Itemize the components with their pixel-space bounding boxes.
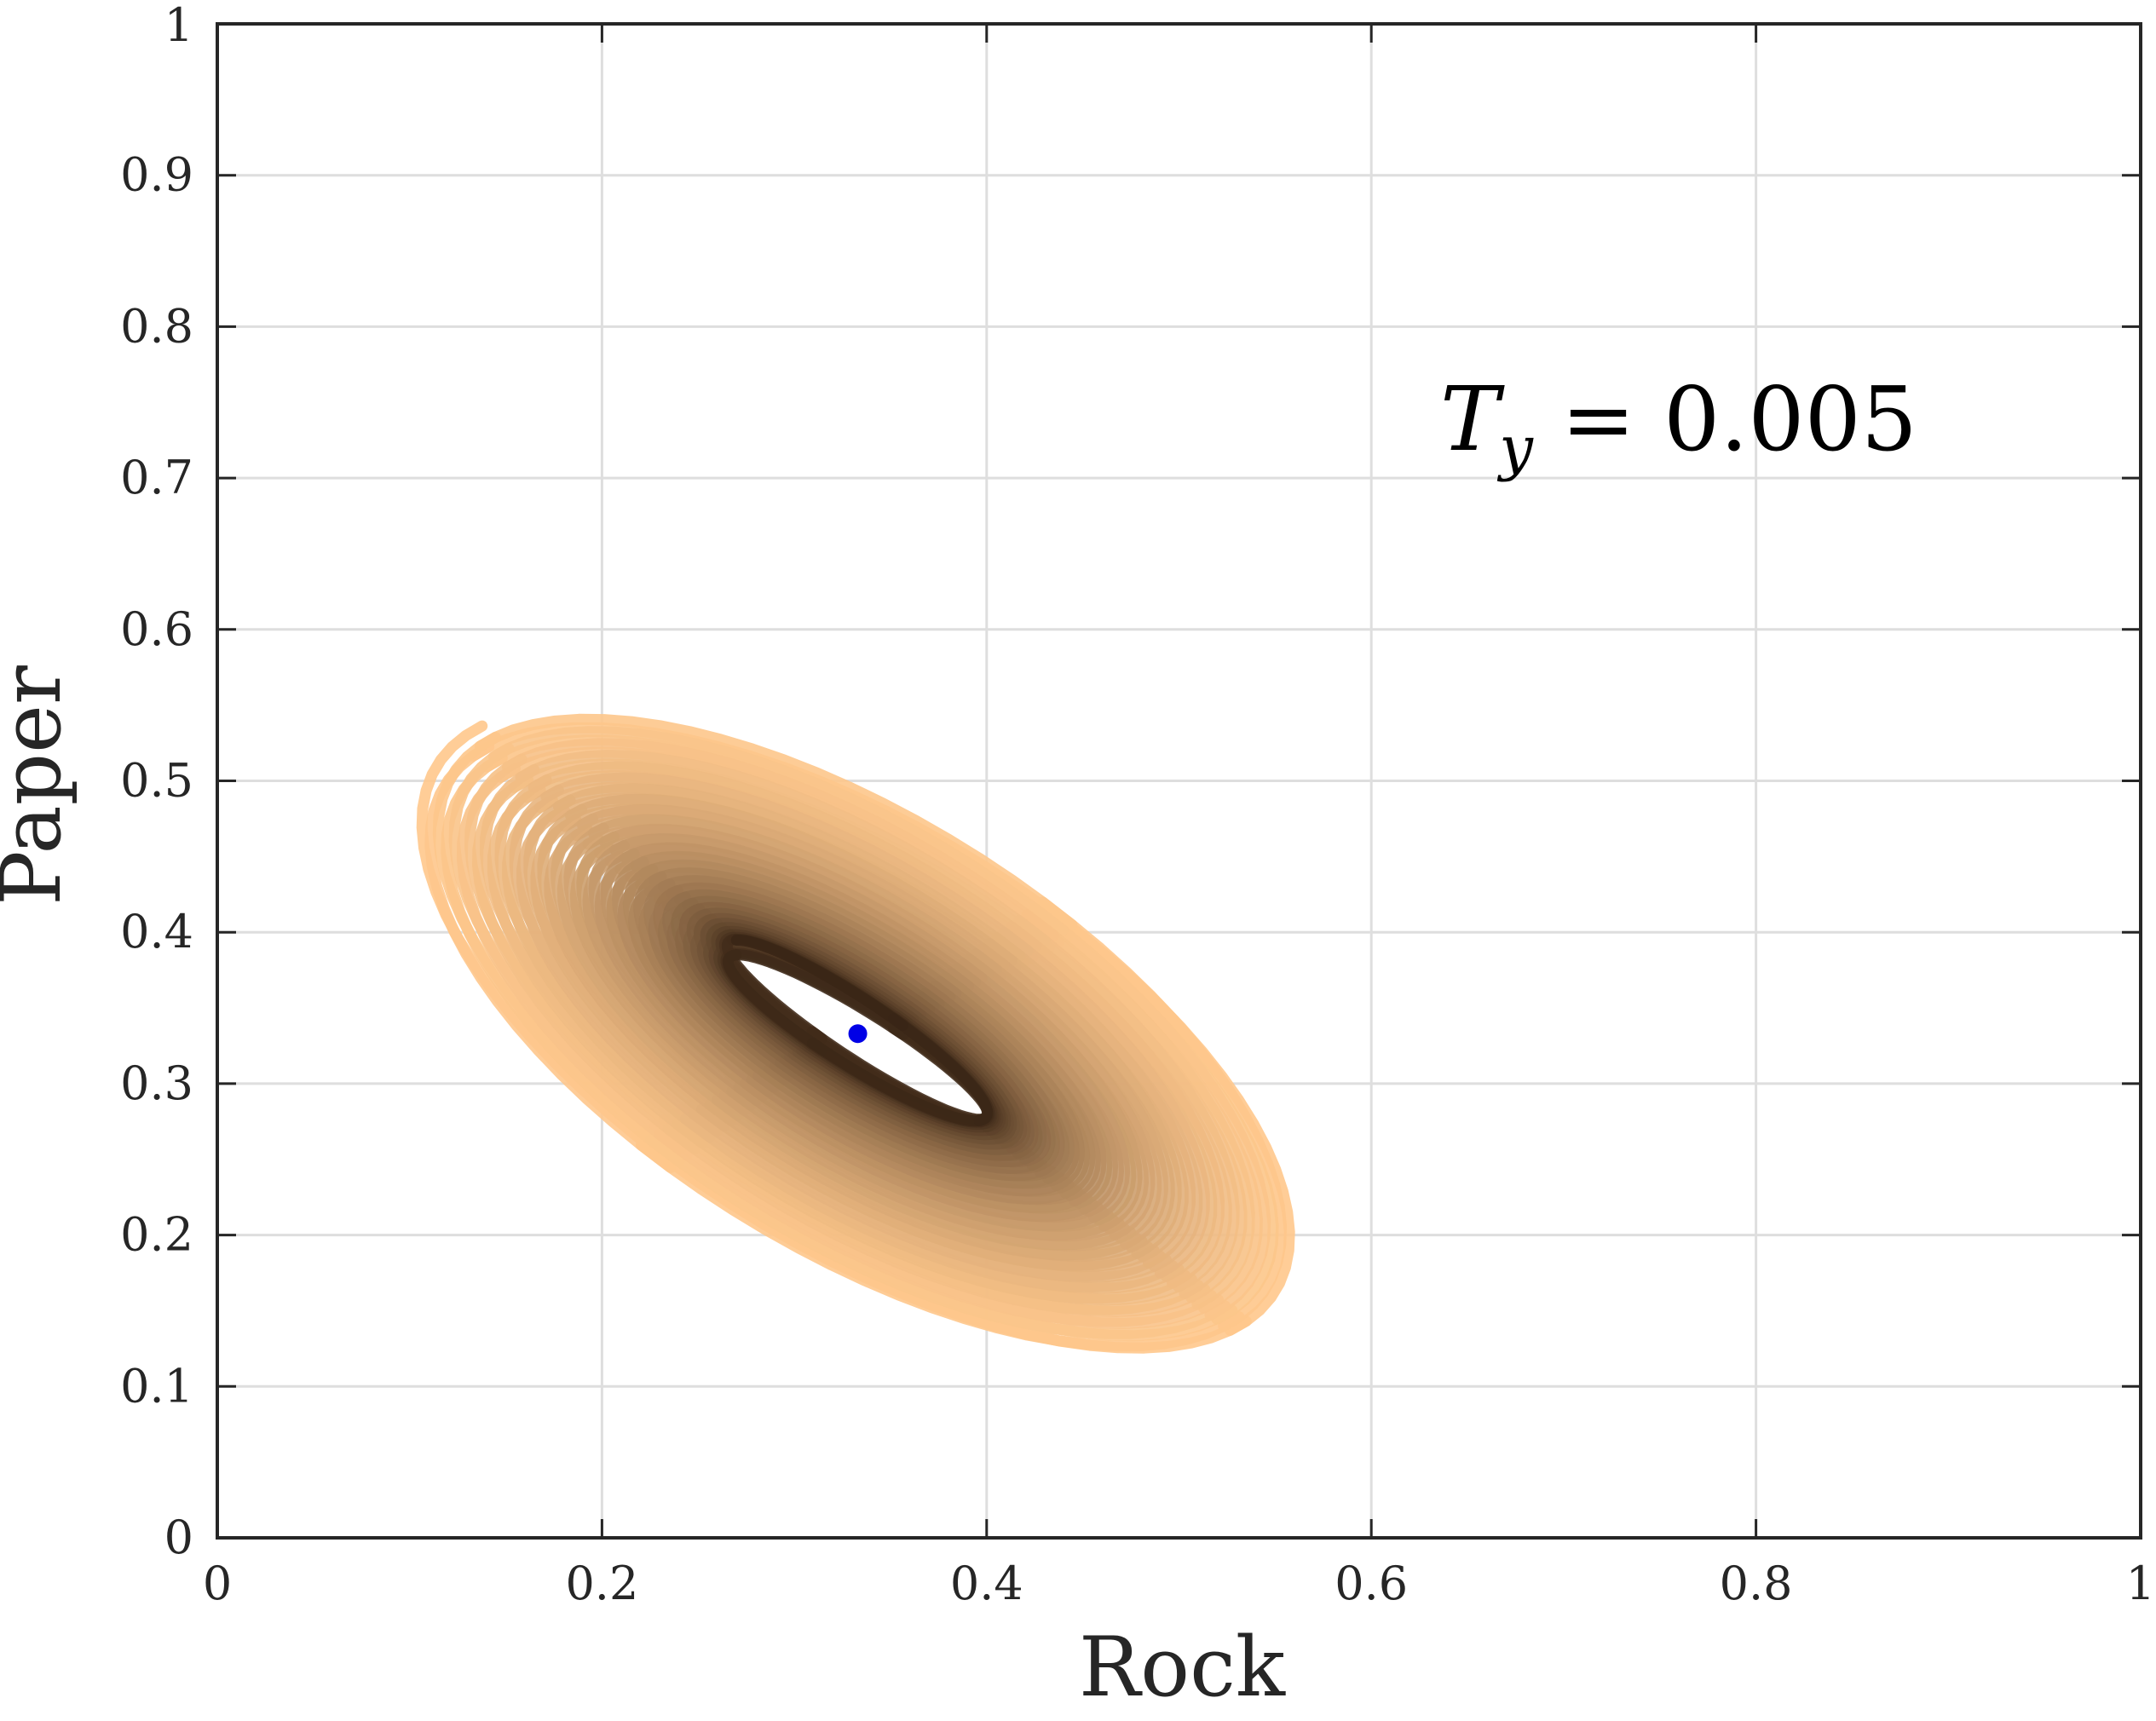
trajectory-segment xyxy=(576,803,1010,971)
trajectory-segment xyxy=(704,1098,1142,1261)
trajectory-segment xyxy=(696,1103,1154,1271)
x-tick-label: 0.8 xyxy=(1720,1557,1793,1610)
trajectory-segment xyxy=(649,867,962,999)
trajectory-segment xyxy=(672,1118,1191,1304)
trajectory-segment xyxy=(970,948,1156,1240)
annotation-subscript: y xyxy=(1496,413,1534,483)
trajectory-segment xyxy=(662,1123,1204,1315)
x-tick-label: 0.4 xyxy=(950,1557,1023,1610)
trajectory-segment xyxy=(964,953,1143,1232)
trajectory-segment xyxy=(721,933,827,1045)
trajectory-segment xyxy=(945,967,1107,1206)
trajectory-segment xyxy=(807,1037,989,1127)
trajectory-segment xyxy=(983,938,1182,1259)
data-layer xyxy=(416,713,1295,1354)
trajectory-segment xyxy=(515,750,1051,947)
trajectory-segment xyxy=(474,713,1078,930)
temperature-annotation: Ty = 0.005 xyxy=(1440,367,1917,483)
trajectory-segment xyxy=(730,935,908,1032)
trajectory-segment xyxy=(758,1066,1060,1189)
trajectory-segment xyxy=(657,875,956,1004)
trajectory-segment xyxy=(934,976,1085,1191)
trajectory-segment xyxy=(565,793,1017,966)
trajectory-segment xyxy=(977,943,1168,1250)
trajectory-segment xyxy=(688,1108,1166,1282)
trajectory-segment xyxy=(599,824,995,980)
trajectory-segment xyxy=(764,1062,1052,1182)
annotation-main: T xyxy=(1440,367,1505,471)
x-axis-label: Rock xyxy=(1079,1620,1286,1715)
trajectory-segment xyxy=(957,958,1131,1223)
trajectory-segment xyxy=(722,949,828,1056)
trajectory-segment xyxy=(951,963,1119,1215)
trajectory-segment xyxy=(718,1090,1120,1240)
x-tick-label: 0.2 xyxy=(565,1557,638,1610)
x-tick-label: 0.6 xyxy=(1335,1557,1408,1610)
y-tick-label: 0.5 xyxy=(120,754,193,808)
trajectory-segment xyxy=(644,1134,1231,1339)
equilibrium-point xyxy=(848,1024,868,1044)
trajectory-segment xyxy=(620,842,981,988)
trajectory-segment xyxy=(501,738,1060,941)
trajectory-segment xyxy=(1037,896,1288,1332)
trajectory-segment xyxy=(712,1094,1131,1251)
y-tick-label: 0.9 xyxy=(120,148,193,202)
x-tick-label: 0 xyxy=(203,1557,232,1610)
trajectory-segment xyxy=(727,949,909,1040)
y-tick-label: 0.3 xyxy=(120,1056,193,1110)
y-tick-label: 0.2 xyxy=(120,1208,193,1262)
y-tick-label: 1 xyxy=(164,0,193,52)
trajectory-segment xyxy=(666,882,950,1006)
trajectory-segment xyxy=(1006,921,1225,1289)
trajectory-segment xyxy=(588,814,1002,976)
trajectory-segment xyxy=(990,932,1196,1269)
y-tick-label: 0 xyxy=(164,1511,193,1564)
y-tick-label: 0.1 xyxy=(120,1359,193,1413)
trajectory-segment xyxy=(636,1139,1245,1352)
trajectory-segment xyxy=(639,859,968,996)
trajectory-segment xyxy=(488,726,1069,936)
trajectory-segment xyxy=(752,1070,1069,1197)
y-axis-label: Paper xyxy=(0,665,79,906)
trajectory-segment xyxy=(609,833,988,984)
trajectory-segment xyxy=(726,1085,1109,1231)
y-tick-label: 0.7 xyxy=(120,451,193,504)
y-tick-label: 0.4 xyxy=(120,905,193,958)
trajectory-segment xyxy=(1013,915,1240,1299)
x-tick-label: 1 xyxy=(2126,1557,2155,1610)
trajectory-segment xyxy=(679,1113,1179,1292)
trajectory-segment xyxy=(733,1081,1098,1222)
trajectory-segment xyxy=(630,850,974,993)
trajectory-segment xyxy=(540,772,1034,957)
trajectory-segment xyxy=(527,761,1042,952)
trajectory-segment xyxy=(1029,902,1271,1321)
y-tick-label: 0.8 xyxy=(120,299,193,353)
annotation-value: = 0.005 xyxy=(1533,367,1917,471)
ticks-layer: 0 0.2 0.4 0.6 0.8 1 0 0.1 0.2 0.3 0.4 0.5 0.6 0.7 0.8 0… xyxy=(120,0,2155,1610)
trajectory-segment xyxy=(940,972,1096,1199)
trajectory-segment xyxy=(654,1128,1218,1327)
trajectory-segment xyxy=(1021,909,1255,1310)
trajectory-segment xyxy=(998,926,1210,1279)
trajectory-segment xyxy=(740,1077,1088,1213)
trajectory-segment xyxy=(552,783,1026,962)
trajectory-segment xyxy=(887,1012,993,1126)
trajectory-segment xyxy=(746,1073,1079,1205)
y-tick-label: 0.6 xyxy=(120,602,193,656)
